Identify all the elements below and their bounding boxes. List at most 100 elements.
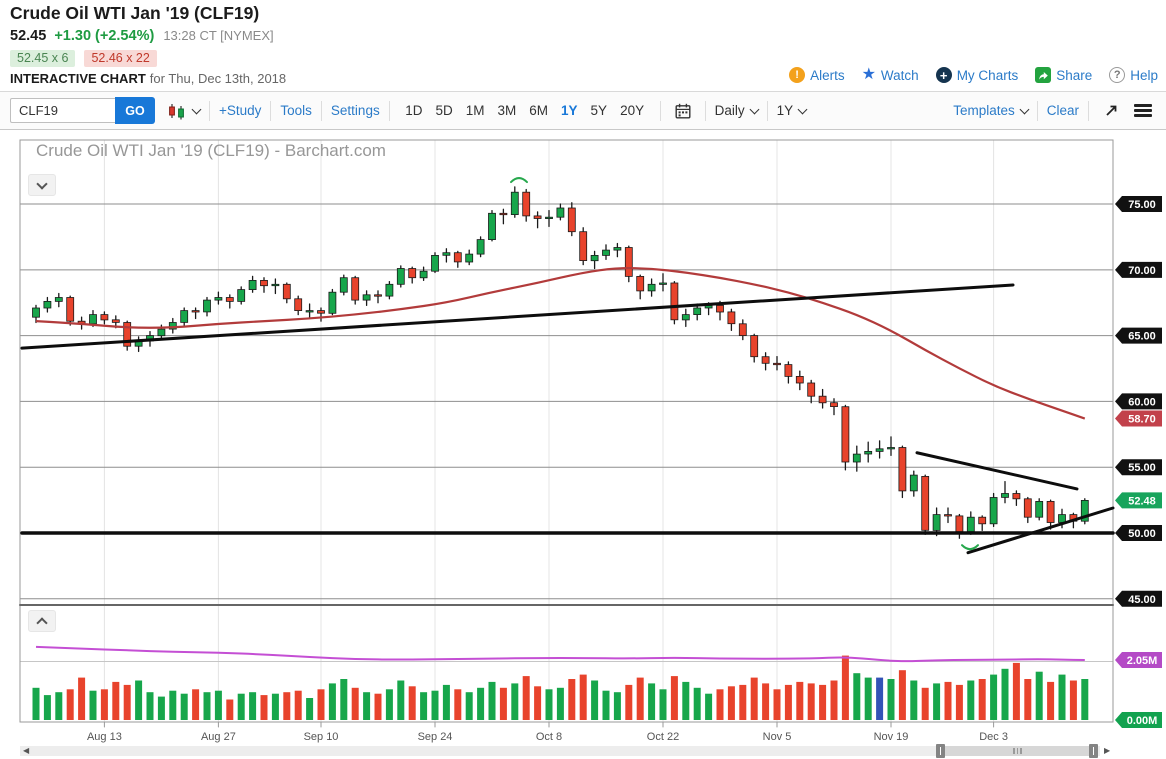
candle-body xyxy=(898,447,907,492)
go-button[interactable]: GO xyxy=(115,97,155,124)
volume-bar xyxy=(955,684,963,720)
range-button-3m[interactable]: 3M xyxy=(497,103,517,118)
range-button-20y[interactable]: 20Y xyxy=(620,103,645,118)
volume-bar xyxy=(100,689,108,720)
section-heading: INTERACTIVE CHART for Thu, Dec 13th, 2018 xyxy=(10,71,287,86)
volume-bar xyxy=(55,692,63,720)
templates-dropdown[interactable]: Templates xyxy=(953,103,1030,118)
volume-bar xyxy=(157,696,165,720)
time-scrollbar[interactable]: ◀ ▶ xyxy=(20,744,1112,758)
header-link-watch[interactable]: ★ Watch xyxy=(861,66,919,83)
volume-bar xyxy=(670,676,678,720)
candle-body xyxy=(807,382,816,397)
scrollbar-left-handle[interactable] xyxy=(936,744,945,758)
candle-body xyxy=(659,282,667,285)
candle-body xyxy=(1046,500,1055,523)
volume-bar xyxy=(807,683,815,720)
help-icon: ? xyxy=(1109,67,1126,83)
last-price: 52.45 xyxy=(10,28,47,44)
volume-bar xyxy=(648,683,656,720)
volume-pane-collapse-button[interactable] xyxy=(28,610,56,632)
toolbar-divider xyxy=(320,100,322,121)
calendar-button[interactable] xyxy=(670,99,696,123)
arc-annotation xyxy=(510,177,528,184)
toolbar-divider xyxy=(270,100,272,121)
toolbar-divider xyxy=(1036,100,1038,121)
range-button-1d[interactable]: 1D xyxy=(405,103,423,118)
scroll-left-arrow[interactable]: ◀ xyxy=(23,746,30,755)
volume-bar xyxy=(408,686,416,720)
candle-body xyxy=(852,453,861,463)
bid-ask-row: 52.45 x 6 52.46 x 22 xyxy=(10,50,157,67)
header-link-my-charts[interactable]: + My Charts xyxy=(935,67,1018,83)
range-dropdown[interactable]: 1Y xyxy=(777,103,808,118)
chevron-down-icon xyxy=(1019,104,1030,114)
x-axis-label: Nov 19 xyxy=(874,731,909,743)
volume-bar xyxy=(397,680,405,720)
clear-button[interactable]: Clear xyxy=(1046,103,1079,118)
chart-menu-button[interactable] xyxy=(1130,99,1156,123)
candle-body xyxy=(761,356,770,364)
volume-bar xyxy=(910,680,918,720)
volume-bar xyxy=(944,681,952,720)
candle-body xyxy=(203,299,211,313)
header-link-help[interactable]: ? Help xyxy=(1109,67,1158,83)
candle-body xyxy=(693,307,702,315)
plus-circle-icon: + xyxy=(935,67,952,83)
chart-toolbar: GO +Study Tools Settings 1D 5D 1M 3M 6M 1Y 5Y 20Y… xyxy=(0,92,1166,130)
volume-bar xyxy=(226,699,234,720)
candle-body xyxy=(43,300,52,309)
toolbar-divider xyxy=(209,100,210,121)
scrollbar-track[interactable] xyxy=(20,746,1100,756)
price-badge-45-00 xyxy=(1115,590,1162,607)
range-button-1y[interactable]: 1Y xyxy=(561,103,578,118)
scrollbar-grip[interactable] xyxy=(1013,748,1022,754)
volume-bar xyxy=(374,693,382,720)
header-link-share[interactable]: Share xyxy=(1035,67,1092,83)
chart-type-dropdown[interactable] xyxy=(167,102,202,120)
header-link-alerts[interactable]: ! Alerts xyxy=(789,67,845,83)
main-pane-collapse-button[interactable] xyxy=(28,174,56,196)
scrollbar-right-handle[interactable] xyxy=(1089,744,1098,758)
price-badge-55-00-label: 55.00 xyxy=(1128,462,1156,474)
volume-bar xyxy=(32,687,40,720)
volume-bar xyxy=(693,687,701,720)
range-button-5d[interactable]: 5D xyxy=(435,103,453,118)
toolbar-link-tools[interactable]: Tools xyxy=(280,103,312,118)
range-button-1m[interactable]: 1M xyxy=(465,103,485,118)
chevron-down-icon xyxy=(191,104,202,114)
frequency-dropdown[interactable]: Daily xyxy=(715,103,760,118)
toolbar-link-settings[interactable]: Settings xyxy=(330,103,380,118)
candle-body xyxy=(864,450,873,455)
toolbar-link--study[interactable]: +Study xyxy=(219,103,262,118)
candle-body xyxy=(579,231,588,261)
candle-body xyxy=(1058,514,1066,523)
wedge-lower-line xyxy=(966,506,1115,555)
volume-bar xyxy=(625,684,633,720)
volume-bar xyxy=(830,680,838,720)
volume-bar xyxy=(796,681,804,720)
range-button-6m[interactable]: 6M xyxy=(529,103,549,118)
candle-body xyxy=(374,294,382,297)
x-axis-label: Sep 24 xyxy=(418,731,453,743)
pop-out-chart-button[interactable] xyxy=(1098,99,1124,123)
toolbar-menu-links: +Study Tools Settings xyxy=(219,100,380,121)
candle-body xyxy=(613,247,622,251)
scroll-right-arrow[interactable]: ▶ xyxy=(1104,746,1111,755)
candle-body xyxy=(966,516,975,533)
toolbar-divider xyxy=(766,100,768,121)
volume-bar xyxy=(465,692,473,720)
volume-bar xyxy=(43,695,51,720)
range-button-5y[interactable]: 5Y xyxy=(590,103,608,118)
volume-bar xyxy=(1069,680,1077,720)
volume-bar xyxy=(978,679,986,720)
volume-moving-average-line xyxy=(35,645,1085,663)
candle-body xyxy=(328,291,337,314)
symbol-input[interactable] xyxy=(10,98,115,123)
price-chart[interactable]: 75.00 70.00 65.00 60.00 58.70 55.00 52.48 50.00… xyxy=(0,130,1166,759)
volume-bar xyxy=(214,690,222,720)
volume-bar xyxy=(1058,674,1066,720)
volume-bar xyxy=(579,674,587,720)
candle-body xyxy=(670,282,679,321)
candle-body xyxy=(214,297,223,301)
